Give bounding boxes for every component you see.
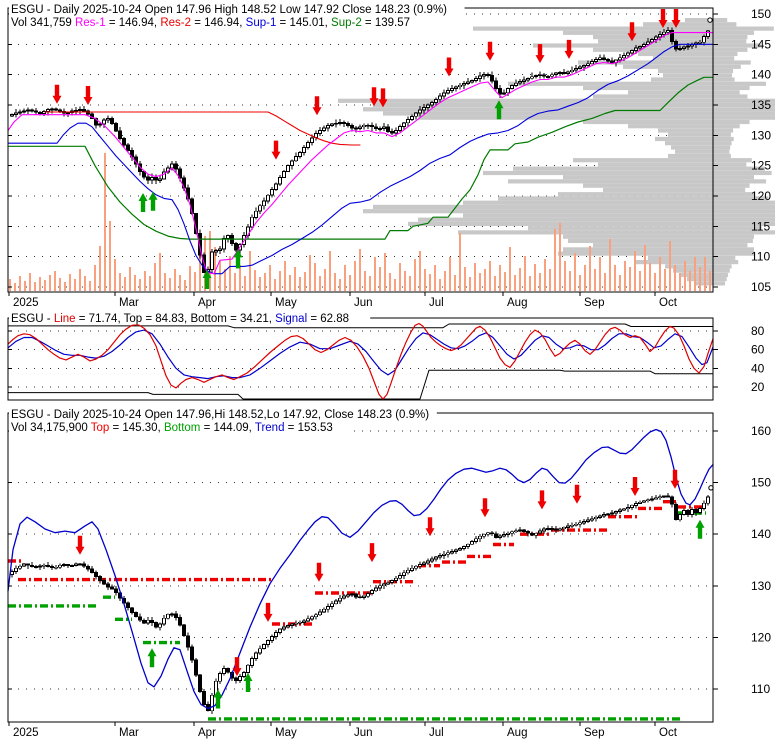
svg-text:Sep: Sep	[584, 297, 604, 309]
panel-headers: ESGU - Daily 2025-10-24 Open 147.96,Hi 1…	[9, 407, 437, 434]
svg-text:150: 150	[751, 476, 771, 490]
top-band-line	[7, 323, 714, 329]
trend-line	[7, 428, 714, 710]
svg-text:130: 130	[751, 128, 771, 142]
sup2-line	[7, 76, 714, 240]
svg-text:Mar: Mar	[119, 727, 139, 739]
svg-text:Sep: Sep	[584, 727, 604, 739]
volume-by-price-layer	[338, 18, 775, 286]
svg-text:145: 145	[751, 37, 771, 51]
sup1-line	[7, 43, 714, 275]
grid-layer	[10, 330, 711, 388]
svg-text:Apr: Apr	[198, 297, 216, 309]
svg-text:Oct: Oct	[659, 727, 678, 739]
main-line	[7, 322, 714, 400]
oscillator-panel: 80 60 40 20 ESGU - Line = 71.74, Top = 84.83…	[7, 311, 765, 401]
svg-text:115: 115	[751, 219, 770, 233]
svg-text:Aug: Aug	[507, 727, 527, 739]
svg-text:135: 135	[751, 98, 771, 112]
last-price-marker	[707, 17, 713, 23]
svg-text:80: 80	[751, 324, 765, 338]
svg-text:Jul: Jul	[429, 297, 444, 309]
svg-text:Apr: Apr	[198, 727, 216, 739]
svg-text:ESGU - Line = 71.74, Top = 84.: ESGU - Line = 71.74, Top = 84.83, Bottom…	[11, 313, 349, 325]
candles-layer	[10, 493, 710, 714]
svg-text:160: 160	[751, 424, 771, 438]
svg-text:ESGU - Daily 2025-10-24 Open 1: ESGU - Daily 2025-10-24 Open 147.96 High…	[11, 4, 447, 16]
grid-layer	[10, 430, 711, 690]
svg-text:110: 110	[751, 250, 770, 264]
bottom-band-line	[7, 369, 714, 400]
svg-text:120: 120	[751, 630, 771, 644]
frame-and-axis: 160 150 140 130 120 110	[7, 412, 771, 723]
svg-text:110: 110	[751, 682, 770, 696]
res1-line	[7, 32, 714, 275]
svg-text:40: 40	[751, 361, 765, 375]
svg-text:May: May	[275, 297, 297, 309]
svg-text:140: 140	[751, 68, 771, 82]
svg-text:May: May	[275, 727, 297, 739]
svg-text:20: 20	[751, 380, 765, 394]
svg-text:2025: 2025	[13, 727, 39, 739]
x-axis-months: 2025 Mar Apr May Jun Jul Aug Sep Oct	[8, 292, 678, 309]
res2-line	[44, 111, 361, 146]
lower-price-panel: 160 150 140 130 120 110 2025 Mar Apr May Jun Jul Aug…	[7, 407, 771, 739]
svg-text:60: 60	[751, 343, 765, 357]
buy-arrows	[138, 100, 504, 289]
svg-text:125: 125	[751, 159, 771, 173]
svg-text:Vol 34,175,900 Top = 145.30, B: Vol 34,175,900 Top = 145.30, Bottom = 14…	[11, 422, 333, 434]
svg-text:140: 140	[751, 527, 771, 541]
svg-text:120: 120	[751, 189, 771, 203]
svg-text:150: 150	[751, 7, 771, 21]
svg-text:ESGU - Daily 2025-10-24 Open 1: ESGU - Daily 2025-10-24 Open 147.96,Hi 1…	[11, 409, 429, 421]
resistance-levels	[8, 500, 706, 626]
panel-headers: ESGU - Line = 71.74, Top = 84.83, Bottom…	[9, 311, 371, 325]
svg-text:Aug: Aug	[507, 297, 527, 309]
frame-and-axis: 80 60 40 20	[7, 317, 765, 401]
svg-text:2025: 2025	[13, 297, 39, 309]
svg-text:Vol 341,759 Res-1 = 146.94, Re: Vol 341,759 Res-1 = 146.94, Res-2 = 146.…	[11, 17, 410, 29]
sell-arrows	[75, 469, 680, 677]
svg-text:Jun: Jun	[354, 297, 373, 309]
svg-text:130: 130	[751, 579, 771, 593]
svg-text:105: 105	[751, 280, 771, 294]
panel-headers: ESGU - Daily 2025-10-24 Open 147.96 High…	[9, 2, 465, 29]
svg-text:Mar: Mar	[119, 297, 139, 309]
x-axis-months: 2025 Mar Apr May Jun Jul Aug Sep Oct	[8, 722, 678, 739]
support-levels	[8, 511, 706, 721]
buy-arrows	[147, 519, 705, 709]
svg-text:Oct: Oct	[659, 297, 678, 309]
sell-arrows	[52, 9, 681, 160]
price-panel: 150 145 140 135 130 125 120 115 110 105 2025 Mar Apr…	[7, 2, 775, 309]
svg-text:Jun: Jun	[354, 727, 373, 739]
svg-text:Jul: Jul	[429, 727, 444, 739]
